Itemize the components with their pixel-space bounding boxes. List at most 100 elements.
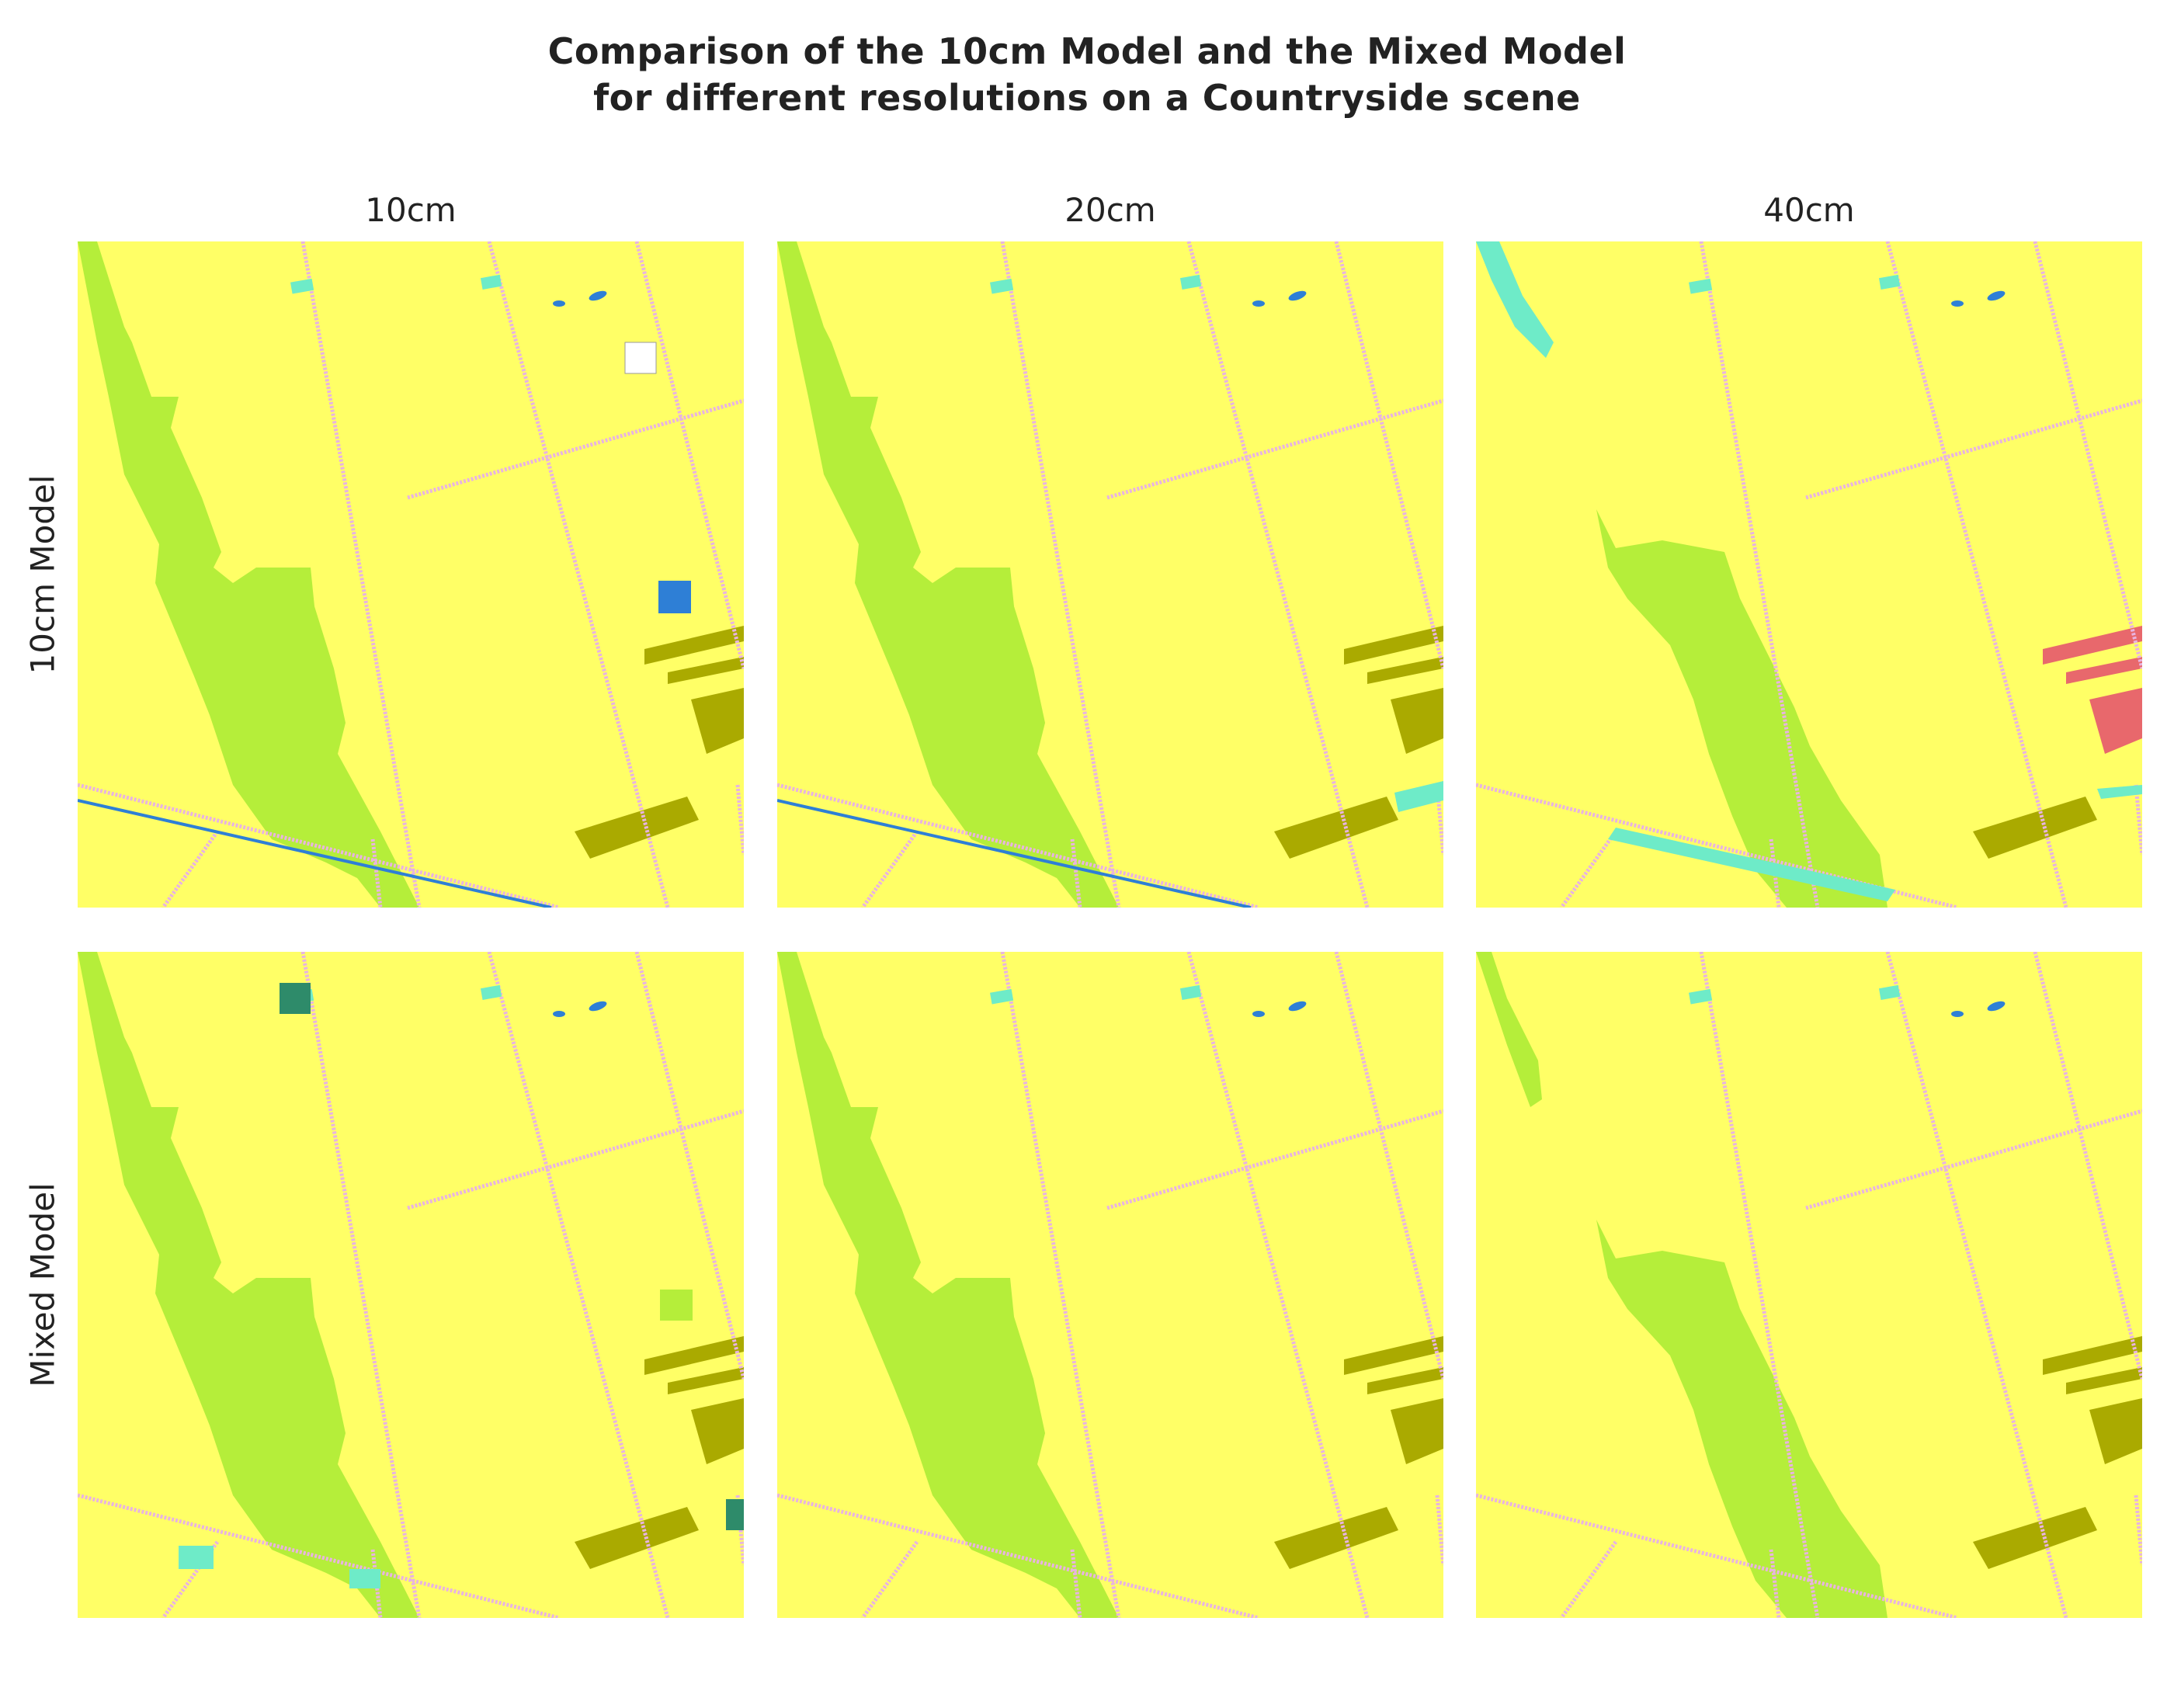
crop-field [575,797,699,859]
crop-stripe [1367,657,1443,684]
road-line [2033,952,2142,1380]
column-label-10cm: 10cm [365,191,457,229]
road-line [1435,1494,1443,1566]
water-region [1987,290,2006,301]
building-region [1878,274,1901,290]
road-line [735,784,744,856]
building-region [1689,988,1713,1005]
building-region [1179,274,1202,290]
panel-mixed-model-10cm [78,952,744,1618]
road-line [634,241,744,669]
panel-10cm-model-20cm [777,241,1443,908]
crop-stripe [668,657,744,684]
cyan-region [1394,781,1443,812]
road-line [1559,830,1618,908]
artifact-square [280,983,311,1014]
artifact-square [726,1499,744,1530]
crop-stripe [668,1367,744,1394]
crop-stripe [2066,1367,2142,1394]
vegetation-region [1596,509,1887,908]
road-line [1000,241,1121,908]
road-line [1885,241,2068,908]
road-line [1186,952,1370,1618]
panel-10cm-model-10cm [78,241,744,908]
crop-stripe [2043,626,2142,665]
crop-field [1973,1507,2097,1569]
panel-10cm-model-40cm [1476,241,2142,908]
road-line [1334,241,1443,669]
title-line-1: Comparison of the 10cm Model and the Mix… [547,30,1627,72]
cyan-region [179,1546,214,1569]
road-line [1805,398,2142,500]
cyan-region [349,1569,380,1588]
crop-stripe [1344,626,1443,665]
road-line [2134,784,2142,856]
road-line [78,783,560,908]
crop-field [575,1507,699,1569]
building-region [990,278,1014,294]
column-label-20cm: 20cm [1064,191,1156,229]
road-line [300,241,422,908]
vegetation-region [78,952,419,1618]
road-line [1106,398,1443,500]
building-region [990,988,1014,1005]
water-region [553,300,565,307]
road-line [860,1540,919,1618]
river-line [78,799,552,908]
water-region [1252,1011,1265,1017]
strip-region [1476,952,1542,1107]
artifact-square [660,1290,693,1321]
road-line [1699,241,1820,908]
water-region [589,290,607,301]
water-region [1951,300,1964,307]
artifact-square [658,581,691,613]
title-line-2: for different resolutions on a Countrysi… [593,77,1581,119]
cyan-region [2097,785,2142,799]
building-region [480,984,502,1000]
road-line [487,952,670,1618]
road-line [1000,952,1121,1618]
road-line [1559,1540,1618,1618]
road-line [1805,1109,2142,1210]
road-line [407,1109,744,1210]
vegetation-region [78,241,419,908]
crop-stripe [2043,1336,2142,1375]
crop-stripe [1391,1398,1443,1464]
crop-stripe [691,1398,744,1464]
road-line [487,241,670,908]
crop-stripe [1391,688,1443,754]
road-line [1106,1109,1443,1210]
vegetation-region [1596,1220,1887,1618]
vegetation-region [777,241,1119,908]
road-line [161,830,220,908]
vegetation-region [777,952,1119,1618]
water-region [553,1011,565,1017]
road-line [1476,783,1958,908]
artifact-square [624,342,657,374]
strip-region [1476,241,1554,358]
crop-stripe [644,626,744,665]
water-region [1288,1001,1307,1012]
crop-stripe [2066,657,2142,684]
water-region [589,1001,607,1012]
row-label-mixed-model: Mixed Model [23,1182,62,1387]
crop-stripe [2089,1398,2142,1464]
panel-mixed-model-20cm [777,952,1443,1618]
crop-stripe [1344,1336,1443,1375]
figure-title: Comparison of the 10cm Model and the Mix… [0,28,2174,121]
road-line [1885,952,2068,1618]
building-region [290,278,314,294]
crop-field [1973,797,2097,859]
road-line [300,952,422,1618]
road-line [2134,1494,2142,1566]
crop-stripe [644,1336,744,1375]
row-label-10cm-model: 10cm Model [23,474,62,675]
water-region [1951,1011,1964,1017]
road-line [1334,952,1443,1380]
road-line [777,1493,1259,1618]
water-region [1288,290,1307,301]
road-line [1186,241,1370,908]
building-region [1878,984,1901,1000]
column-label-40cm: 40cm [1763,191,1855,229]
road-line [1476,1493,1958,1618]
